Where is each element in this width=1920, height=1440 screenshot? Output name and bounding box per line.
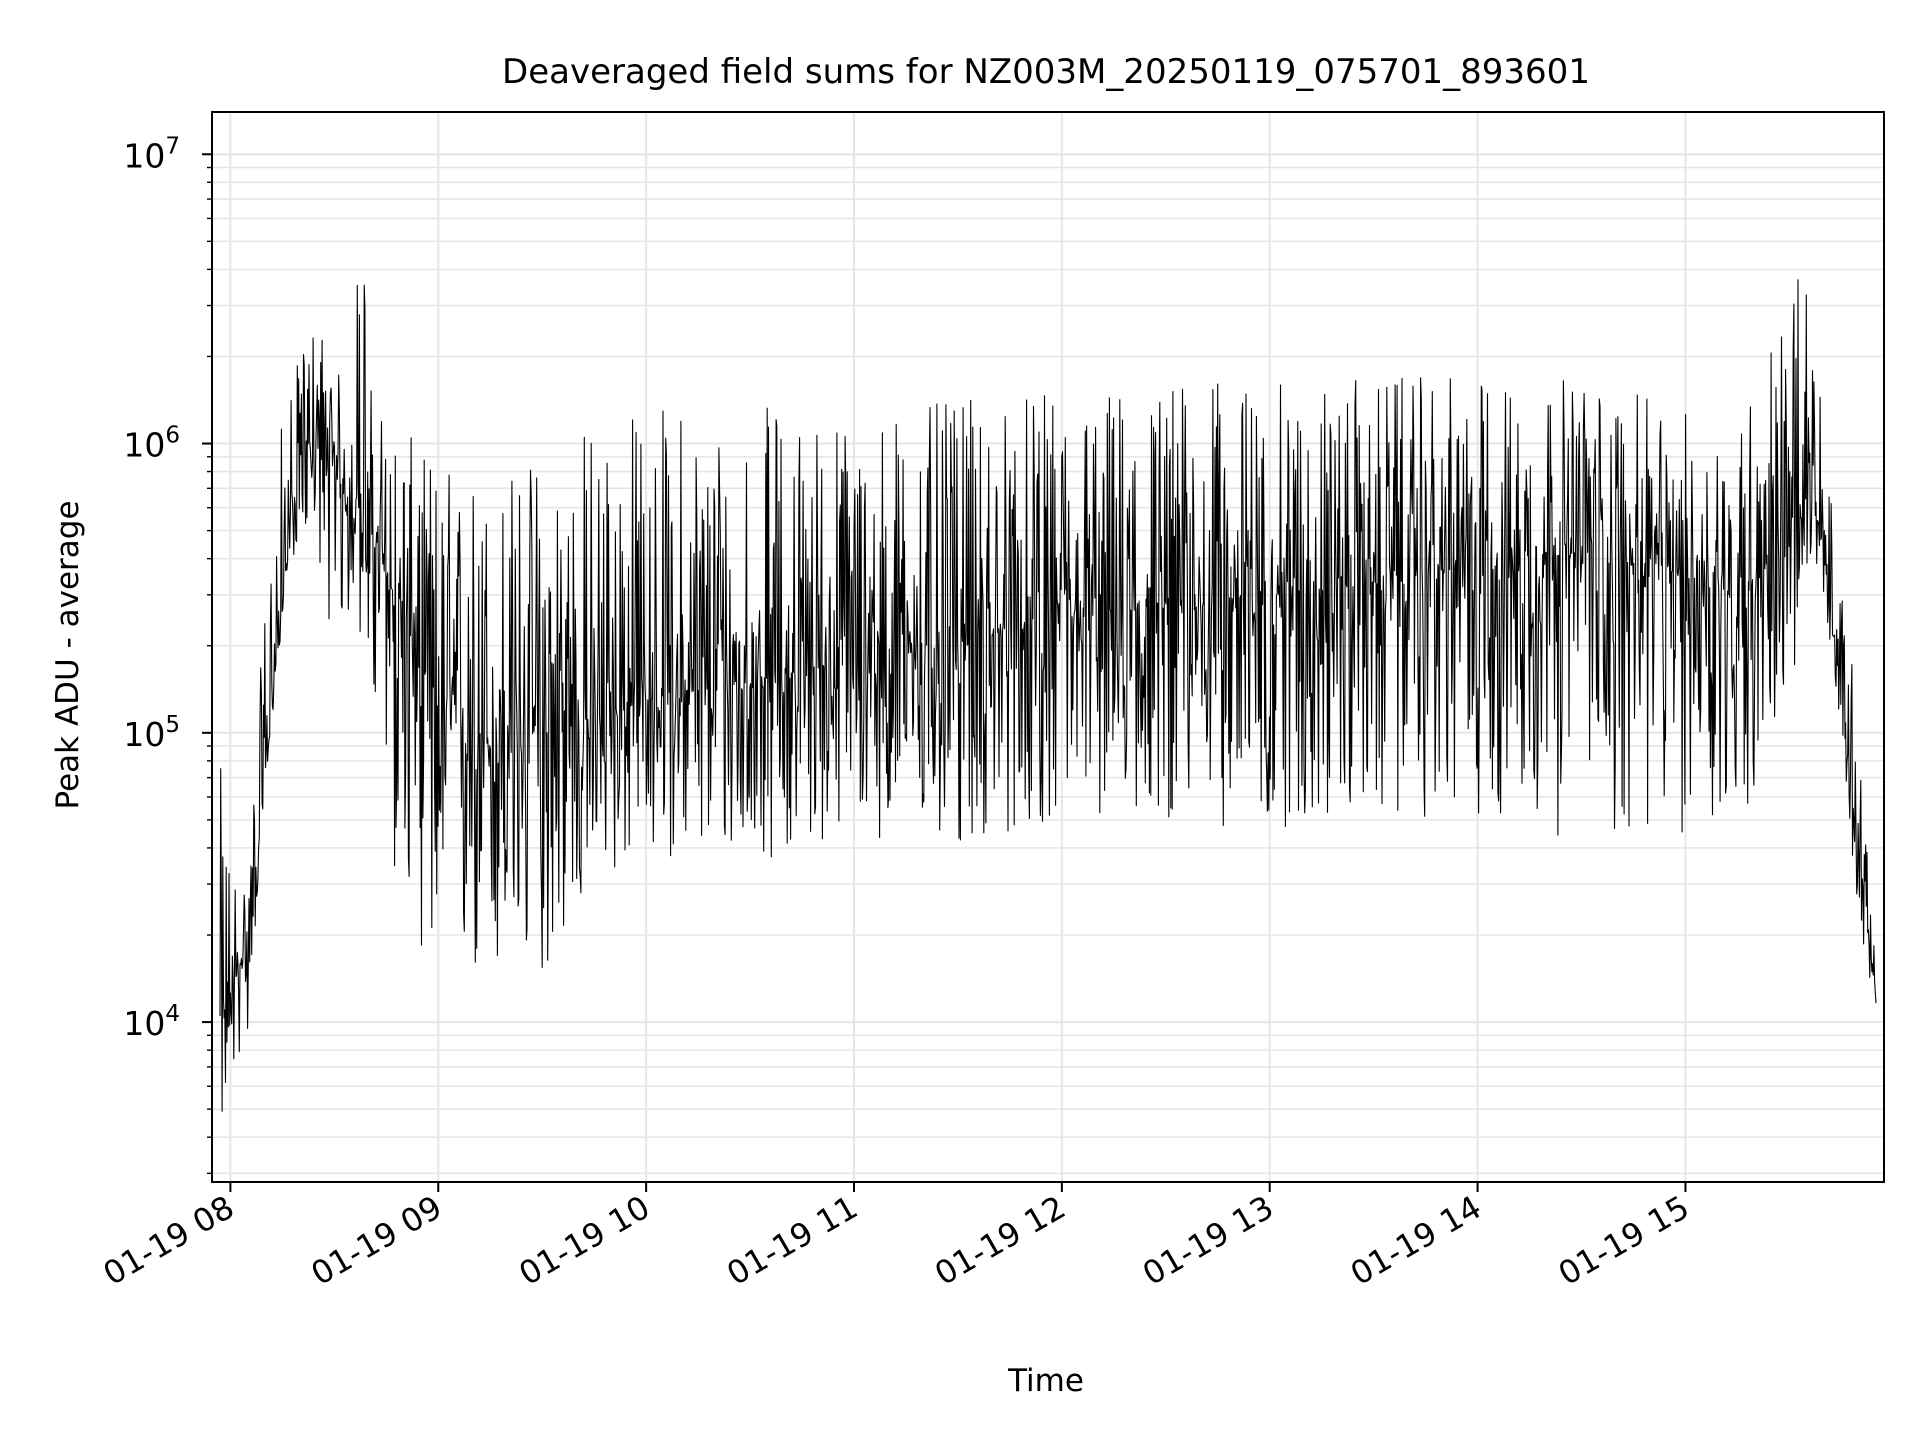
x-axis-ticks: 01-19 08 01-19 09 01-19 10 01-19 11 01-19 12… xyxy=(97,1182,1696,1293)
y-tick-label: 107 xyxy=(123,133,180,175)
x-tick-label: 01-19 15 xyxy=(1552,1188,1696,1293)
chart-title: Deaveraged field sums for NZ003M_2025011… xyxy=(502,52,1590,92)
y-axis-ticks: 104 105 106 107 xyxy=(123,133,212,1175)
x-tick-label: 01-19 12 xyxy=(928,1188,1072,1293)
grid xyxy=(212,112,1884,1182)
x-tick-label: 01-19 08 xyxy=(97,1188,241,1293)
series-line xyxy=(219,279,1877,1112)
x-axis-label: Time xyxy=(1007,1363,1084,1399)
x-tick-label: 01-19 14 xyxy=(1344,1188,1488,1293)
plot-area xyxy=(219,279,1877,1112)
y-tick-label: 106 xyxy=(123,423,180,465)
x-tick-label: 01-19 11 xyxy=(720,1188,864,1293)
y-axis-label: Peak ADU - average xyxy=(50,500,86,809)
plot-frame xyxy=(211,111,1885,1183)
x-tick-label: 01-19 10 xyxy=(513,1188,657,1293)
y-tick-label: 104 xyxy=(123,1001,180,1043)
x-tick-label: 01-19 13 xyxy=(1136,1188,1280,1293)
x-tick-label: 01-19 09 xyxy=(305,1188,449,1293)
y-tick-label: 105 xyxy=(123,712,180,754)
